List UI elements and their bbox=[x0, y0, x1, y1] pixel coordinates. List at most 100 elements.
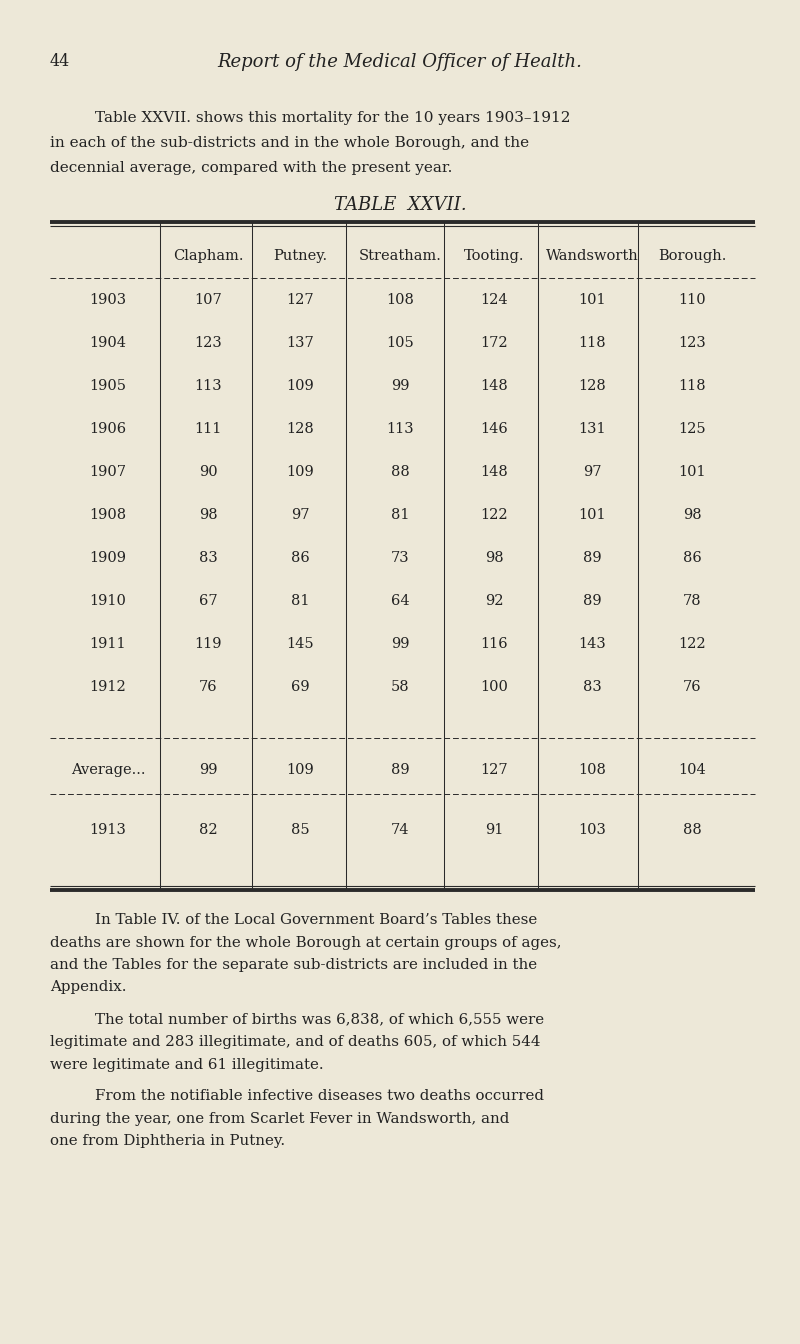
Text: 92: 92 bbox=[485, 594, 503, 607]
Text: 98: 98 bbox=[485, 551, 503, 564]
Text: 101: 101 bbox=[678, 465, 706, 478]
Text: 1910: 1910 bbox=[90, 594, 126, 607]
Text: 74: 74 bbox=[390, 823, 410, 837]
Text: Appendix.: Appendix. bbox=[50, 981, 126, 995]
Text: 131: 131 bbox=[578, 422, 606, 435]
Text: 73: 73 bbox=[390, 551, 410, 564]
Text: 1905: 1905 bbox=[90, 379, 126, 392]
Text: 116: 116 bbox=[480, 637, 508, 650]
Text: 98: 98 bbox=[198, 508, 218, 521]
Text: in each of the sub-districts and in the whole Borough, and the: in each of the sub-districts and in the … bbox=[50, 136, 529, 151]
Text: Tooting.: Tooting. bbox=[464, 249, 524, 263]
Text: 172: 172 bbox=[480, 336, 508, 349]
Text: Streatham.: Streatham. bbox=[358, 249, 442, 263]
Text: 128: 128 bbox=[578, 379, 606, 392]
Text: 118: 118 bbox=[578, 336, 606, 349]
Text: From the notifiable infective diseases two deaths occurred: From the notifiable infective diseases t… bbox=[95, 1090, 544, 1103]
Text: 109: 109 bbox=[286, 379, 314, 392]
Text: 44: 44 bbox=[50, 54, 70, 70]
Text: 123: 123 bbox=[194, 336, 222, 349]
Text: 127: 127 bbox=[286, 293, 314, 306]
Text: The total number of births was 6,838, of which 6,555 were: The total number of births was 6,838, of… bbox=[95, 1012, 544, 1027]
Text: 89: 89 bbox=[582, 551, 602, 564]
Text: 118: 118 bbox=[678, 379, 706, 392]
Text: In Table IV. of the Local Government Board’s Tables these: In Table IV. of the Local Government Boa… bbox=[95, 913, 538, 927]
Text: Borough.: Borough. bbox=[658, 249, 726, 263]
Text: 105: 105 bbox=[386, 336, 414, 349]
Text: 97: 97 bbox=[290, 508, 310, 521]
Text: legitimate and 283 illegitimate, and of deaths 605, of which 544: legitimate and 283 illegitimate, and of … bbox=[50, 1035, 541, 1050]
Text: 109: 109 bbox=[286, 465, 314, 478]
Text: 99: 99 bbox=[390, 379, 410, 392]
Text: TABLE  XXVII.: TABLE XXVII. bbox=[334, 196, 466, 214]
Text: 67: 67 bbox=[198, 594, 218, 607]
Text: 81: 81 bbox=[290, 594, 310, 607]
Text: 81: 81 bbox=[390, 508, 410, 521]
Text: 110: 110 bbox=[678, 293, 706, 306]
Text: Report of the Medical Officer of Health.: Report of the Medical Officer of Health. bbox=[218, 52, 582, 71]
Text: 145: 145 bbox=[286, 637, 314, 650]
Text: 101: 101 bbox=[578, 508, 606, 521]
Text: Average...: Average... bbox=[70, 763, 146, 777]
Text: 1906: 1906 bbox=[90, 422, 126, 435]
Text: 83: 83 bbox=[198, 551, 218, 564]
Text: 86: 86 bbox=[290, 551, 310, 564]
Text: 78: 78 bbox=[682, 594, 702, 607]
Text: and the Tables for the separate sub-districts are included in the: and the Tables for the separate sub-dist… bbox=[50, 958, 537, 972]
Text: one from Diphtheria in Putney.: one from Diphtheria in Putney. bbox=[50, 1134, 285, 1149]
Text: 69: 69 bbox=[290, 680, 310, 694]
Text: 85: 85 bbox=[290, 823, 310, 837]
Text: 88: 88 bbox=[390, 465, 410, 478]
Text: 108: 108 bbox=[386, 293, 414, 306]
Text: 123: 123 bbox=[678, 336, 706, 349]
Text: 1912: 1912 bbox=[90, 680, 126, 694]
Text: 86: 86 bbox=[682, 551, 702, 564]
Text: Table XXVII. shows this mortality for the 10 years 1903–1912: Table XXVII. shows this mortality for th… bbox=[95, 112, 570, 125]
Text: 99: 99 bbox=[198, 763, 218, 777]
Text: 82: 82 bbox=[198, 823, 218, 837]
Text: 88: 88 bbox=[682, 823, 702, 837]
Text: 104: 104 bbox=[678, 763, 706, 777]
Text: 76: 76 bbox=[198, 680, 218, 694]
Text: 1913: 1913 bbox=[90, 823, 126, 837]
Text: 127: 127 bbox=[480, 763, 508, 777]
Text: were legitimate and 61 illegitimate.: were legitimate and 61 illegitimate. bbox=[50, 1058, 324, 1071]
Text: 128: 128 bbox=[286, 422, 314, 435]
Text: 1911: 1911 bbox=[90, 637, 126, 650]
Text: 1904: 1904 bbox=[90, 336, 126, 349]
Text: Wandsworth: Wandsworth bbox=[546, 249, 638, 263]
Text: 113: 113 bbox=[386, 422, 414, 435]
Text: 143: 143 bbox=[578, 637, 606, 650]
Text: 89: 89 bbox=[582, 594, 602, 607]
Text: 148: 148 bbox=[480, 379, 508, 392]
Text: 97: 97 bbox=[582, 465, 602, 478]
Text: 1903: 1903 bbox=[90, 293, 126, 306]
Text: 1909: 1909 bbox=[90, 551, 126, 564]
Text: 146: 146 bbox=[480, 422, 508, 435]
Text: 76: 76 bbox=[682, 680, 702, 694]
Text: 108: 108 bbox=[578, 763, 606, 777]
Text: 148: 148 bbox=[480, 465, 508, 478]
Text: 98: 98 bbox=[682, 508, 702, 521]
Text: 90: 90 bbox=[198, 465, 218, 478]
Text: 124: 124 bbox=[480, 293, 508, 306]
Text: 119: 119 bbox=[194, 637, 222, 650]
Text: 122: 122 bbox=[480, 508, 508, 521]
Text: Clapham.: Clapham. bbox=[173, 249, 243, 263]
Text: 103: 103 bbox=[578, 823, 606, 837]
Text: decennial average, compared with the present year.: decennial average, compared with the pre… bbox=[50, 161, 452, 175]
Text: 1907: 1907 bbox=[90, 465, 126, 478]
Text: 58: 58 bbox=[390, 680, 410, 694]
Text: 101: 101 bbox=[578, 293, 606, 306]
Text: 125: 125 bbox=[678, 422, 706, 435]
Text: 137: 137 bbox=[286, 336, 314, 349]
Text: during the year, one from Scarlet Fever in Wandsworth, and: during the year, one from Scarlet Fever … bbox=[50, 1111, 510, 1126]
Text: 100: 100 bbox=[480, 680, 508, 694]
Text: 107: 107 bbox=[194, 293, 222, 306]
Text: 64: 64 bbox=[390, 594, 410, 607]
Text: deaths are shown for the whole Borough at certain groups of ages,: deaths are shown for the whole Borough a… bbox=[50, 935, 562, 949]
Text: 91: 91 bbox=[485, 823, 503, 837]
Text: 99: 99 bbox=[390, 637, 410, 650]
Text: 89: 89 bbox=[390, 763, 410, 777]
Text: 113: 113 bbox=[194, 379, 222, 392]
